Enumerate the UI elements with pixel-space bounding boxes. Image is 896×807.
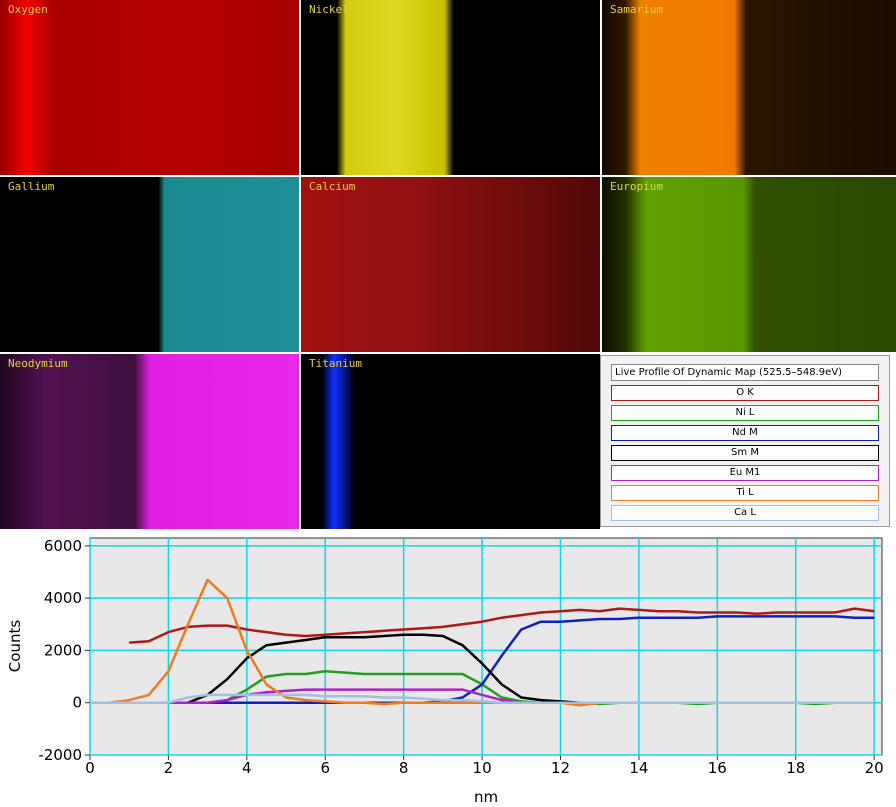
x-axis-label: nm (474, 788, 498, 806)
map-panel: Oxygen (0, 0, 299, 175)
x-tick-label: 20 (865, 759, 884, 777)
legend-title: Live Profile Of Dynamic Map (525.5–548.9… (611, 364, 879, 381)
legend: Live Profile Of Dynamic Map (525.5–548.9… (600, 355, 890, 527)
map-panel: Gallium (0, 177, 299, 352)
x-tick-label: 16 (708, 759, 727, 777)
x-tick-label: 0 (85, 759, 95, 777)
map-label: Titanium (309, 357, 362, 370)
series-line (90, 693, 875, 704)
chart: Counts nm 0 2 4 6 8 10 12 14 16 18 20-200002000400… (6, 537, 884, 806)
map-panel: Nickel (301, 0, 600, 175)
series-line (90, 615, 875, 704)
map-label: Calcium (309, 180, 356, 193)
y-axis-label: Counts (6, 620, 24, 673)
x-tick-label: 6 (320, 759, 330, 777)
map-label: Gallium (8, 180, 55, 193)
x-tick-label: 10 (473, 759, 492, 777)
map-panel: Titanium (301, 354, 600, 529)
y-tick-label: 6000 (44, 537, 82, 555)
x-tick-label: 4 (242, 759, 252, 777)
map-label: Samarium (610, 3, 663, 16)
legend-entry: Sm M (611, 445, 879, 461)
map-label: Neodymium (8, 357, 68, 370)
plot-area (89, 537, 883, 756)
x-tick-label: 2 (164, 759, 174, 777)
legend-entry: Ni L (611, 405, 879, 421)
y-tick-label: 4000 (44, 589, 82, 607)
x-tick-label: 8 (399, 759, 409, 777)
x-tick-label: 18 (786, 759, 805, 777)
map-panel: Europium (602, 177, 896, 352)
legend-entry: Nd M (611, 425, 879, 441)
y-tick-label: 0 (72, 694, 82, 712)
map-panel: Neodymium (0, 354, 299, 529)
map-panel: Calcium (301, 177, 600, 352)
map-label: Nickel (309, 3, 349, 16)
map-label: Oxygen (8, 3, 48, 16)
x-tick-label: 12 (551, 759, 570, 777)
legend-entry: Ca L (611, 505, 879, 521)
map-panel: Samarium (602, 0, 896, 175)
y-tick-label: -2000 (38, 746, 82, 764)
series-line (129, 607, 875, 644)
legend-entry: Ti L (611, 485, 879, 501)
map-label: Europium (610, 180, 663, 193)
legend-entry: O K (611, 385, 879, 401)
legend-entry: Eu M1 (611, 465, 879, 481)
y-tick-label: 2000 (44, 641, 82, 659)
x-tick-label: 14 (629, 759, 648, 777)
